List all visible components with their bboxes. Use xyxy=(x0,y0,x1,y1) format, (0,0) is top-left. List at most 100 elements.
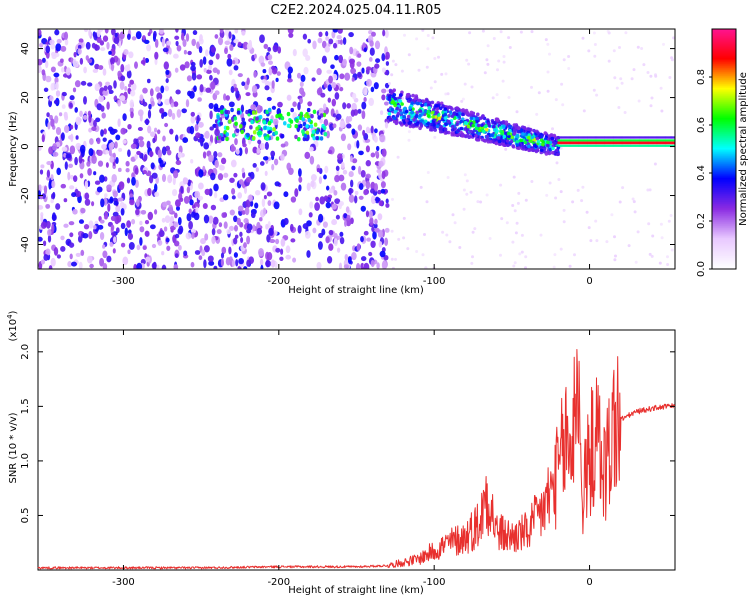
spectrogram-cell xyxy=(80,249,85,257)
spectrogram-cell xyxy=(415,37,419,41)
spectrogram-cell xyxy=(465,179,469,183)
spectrogram-cell xyxy=(593,43,597,46)
spectrogram-cell xyxy=(237,41,242,47)
spectrogram-cell xyxy=(60,235,65,241)
spectrogram-cell xyxy=(617,106,621,109)
spectrogram-cell xyxy=(507,134,511,139)
spectrogram-cell xyxy=(46,169,51,178)
spectrogram-cell xyxy=(245,199,251,208)
spectrogram-cell xyxy=(230,107,234,113)
spectrogram-cell xyxy=(546,70,550,74)
colorbar-step xyxy=(712,113,736,116)
spectrogram-cell xyxy=(302,48,308,57)
spectrogram-cell xyxy=(358,165,362,175)
spectrogram-cell xyxy=(56,38,62,44)
spectrogram-cell xyxy=(47,121,51,130)
spectrogram-cell xyxy=(134,167,139,175)
spectrogram-cell xyxy=(539,145,543,150)
colorbar-step xyxy=(712,265,736,268)
spectrogram-cell xyxy=(190,211,196,218)
spectrogram-cell xyxy=(115,134,121,141)
spectrogram-cell xyxy=(346,123,352,129)
spectrogram-cell xyxy=(99,219,105,224)
spectrogram-cell xyxy=(181,108,187,114)
spectrogram-cell xyxy=(649,74,653,78)
colorbar-step xyxy=(712,123,736,126)
spectrogram-cell xyxy=(240,104,245,113)
spectrogram-cell xyxy=(147,109,152,119)
spectrogram-cell xyxy=(175,205,181,211)
spectrogram-cell xyxy=(312,227,317,234)
spectrogram-cell xyxy=(543,146,547,151)
spectrogram-cell xyxy=(142,87,148,94)
spectrogram-cell xyxy=(183,49,187,55)
spectrogram-cell xyxy=(378,200,383,207)
spectrogram-cell xyxy=(194,190,201,199)
spectrogram-cell xyxy=(433,80,437,84)
spectrogram-x-axis-label: Height of straight line (km) xyxy=(288,285,424,296)
colorbar-step xyxy=(712,87,736,90)
spectrogram-cell xyxy=(102,137,107,142)
spectrogram-cell xyxy=(112,197,118,202)
spectrogram-cell xyxy=(181,32,185,41)
spectrogram-cell xyxy=(248,108,252,114)
spectrogram-cell xyxy=(485,193,489,197)
spectrogram-cell xyxy=(241,167,245,174)
spectrogram-cell xyxy=(537,91,541,95)
spectrogram-cell xyxy=(69,185,75,190)
spectrogram-cell xyxy=(267,129,271,134)
spectrogram-cell xyxy=(319,196,326,205)
spectrogram-cell xyxy=(672,36,675,40)
colorbar-step xyxy=(712,85,736,88)
spectrogram-cell xyxy=(658,261,662,265)
spectrogram-cell xyxy=(425,65,429,69)
spectrogram-cell xyxy=(571,200,575,204)
spectrogram-cell xyxy=(46,161,52,166)
spectrogram-cell xyxy=(513,209,517,213)
spectrogram-cell xyxy=(390,257,394,261)
spectrogram-cell xyxy=(316,261,322,269)
spectrogram-cell xyxy=(382,29,386,37)
spectrogram-cell xyxy=(184,61,190,69)
spectrogram-cell xyxy=(246,259,251,267)
spectrogram-cell xyxy=(219,29,224,34)
spectrogram-cell xyxy=(524,255,528,259)
spectrogram-cell xyxy=(268,60,273,65)
spectrogram-cell xyxy=(520,250,524,254)
spectrogram-cell xyxy=(450,124,455,129)
spectrogram-cell xyxy=(469,110,474,115)
spectrogram-cell xyxy=(352,92,357,100)
spectrogram-cell xyxy=(369,217,374,226)
spectrogram-cell xyxy=(80,80,87,86)
colorbar-step xyxy=(712,257,736,260)
spectrogram-cell xyxy=(101,112,106,119)
figure-title: C2E2.2024.025.04.11.R05 xyxy=(270,3,441,18)
spectrogram-cell xyxy=(394,63,398,67)
spectrogram-cell xyxy=(434,104,439,108)
spectrogram-cell xyxy=(426,109,431,114)
spectrogram-cell xyxy=(318,176,323,184)
spectrogram-cell xyxy=(488,139,493,144)
spectrogram-cell xyxy=(299,111,304,117)
spectrogram-cell xyxy=(283,217,289,225)
colorbar-step xyxy=(712,65,736,68)
spectrogram-cell xyxy=(325,202,332,209)
spectrogram-cell xyxy=(40,221,47,229)
spectrogram-cell xyxy=(368,97,375,107)
spectrogram-cell xyxy=(460,132,465,136)
spectrogram-cell xyxy=(218,135,222,140)
colorbar-step xyxy=(712,193,736,196)
spectrogram-cell xyxy=(256,131,261,136)
spectrogram-cell xyxy=(437,116,442,121)
colorbar-step xyxy=(712,243,736,246)
spectrogram-cell xyxy=(361,110,366,120)
spectrogram-cell xyxy=(461,108,466,112)
spectrogram-cell xyxy=(298,184,302,192)
spectrogram-cell xyxy=(122,203,127,210)
spectrogram-cell xyxy=(67,171,71,181)
spectrogram-cell xyxy=(192,30,198,36)
spectrogram-cell xyxy=(288,32,294,38)
colorbar-step xyxy=(712,255,736,258)
spectrogram-cell xyxy=(345,206,350,213)
spectrogram-cell xyxy=(424,102,428,107)
